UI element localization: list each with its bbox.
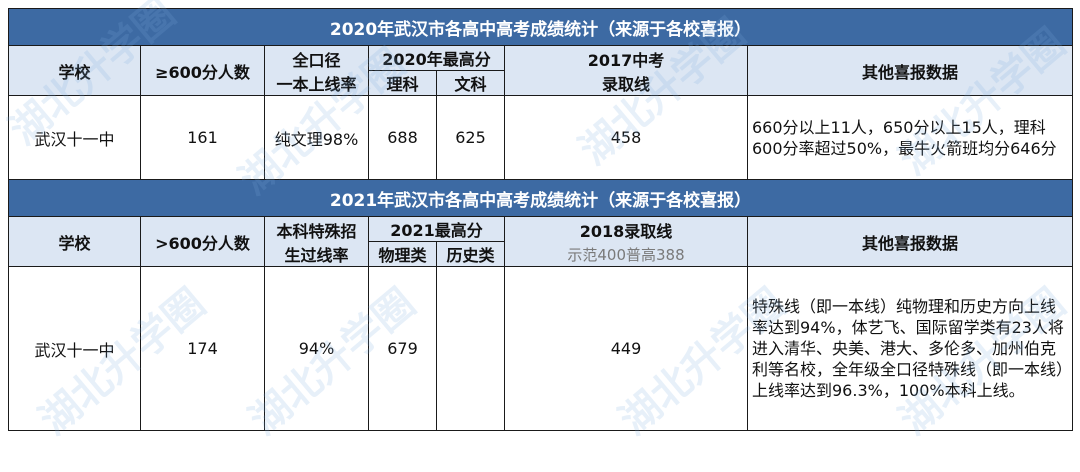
table-title-2021: 2021年武汉市各高中高考成绩统计（来源于各校喜报） <box>7 179 1074 217</box>
header-rate-line2: 一本上线率 <box>276 74 357 94</box>
cell-rate: 94% <box>264 266 369 431</box>
header-cutoff-line2: 录取线 <box>601 74 650 94</box>
header-rate-line1: 全口径 <box>292 50 341 70</box>
cell-over600: 161 <box>140 95 265 180</box>
table-title-2020: 2020年武汉市各高中高考成绩统计（来源于各校喜报） <box>7 8 1074 46</box>
cell-school: 武汉十一中 <box>8 266 141 431</box>
header-over600: ≥600分人数 <box>140 45 265 96</box>
header-cutoff-line1: 2017中考 <box>587 50 665 70</box>
title-row-2020: 2020年武汉市各高中高考成绩统计（来源于各校喜报） <box>7 8 1074 46</box>
table-row: 武汉十一中 161 纯文理98% 688 625 458 660分以上11人，6… <box>8 95 1074 180</box>
header-science: 理科 <box>368 70 437 96</box>
header-physics: 物理类 <box>368 241 437 267</box>
cell-arts: 625 <box>436 95 505 180</box>
header-other: 其他喜报数据 <box>746 45 1074 96</box>
cell-school: 武汉十一中 <box>8 95 141 180</box>
header-school: 学校 <box>8 45 141 96</box>
header-cutoff-label: 2018录取线 <box>579 222 673 241</box>
cell-cutoff: 458 <box>504 95 748 180</box>
header-cutoff: 2018录取线 示范400普高388 <box>504 216 748 267</box>
score-table: 2020年武汉市各高中高考成绩统计（来源于各校喜报） 学校 ≥600分人数 全口… <box>7 8 1074 431</box>
subheader-row-2020: 理科 文科 <box>9 70 1073 96</box>
header-rate-line2: 生过线率 <box>284 245 349 265</box>
cell-rate: 纯文理98% <box>264 95 369 180</box>
header-arts: 文科 <box>436 70 505 96</box>
cell-history <box>436 266 505 431</box>
cell-science: 688 <box>368 95 437 180</box>
cell-note: 特殊线（即一本线）纯物理和历史方向上线率达到94%，体艺飞、国际留学类有23人将… <box>746 266 1074 431</box>
cell-physics: 679 <box>368 266 437 431</box>
header-cutoff-note: 示范400普高388 <box>567 246 685 264</box>
header-rate: 全口径 一本上线率 <box>264 45 369 96</box>
title-row-2021: 2021年武汉市各高中高考成绩统计（来源于各校喜报） <box>7 179 1074 217</box>
cell-cutoff: 449 <box>504 266 748 431</box>
header-max-score: 2021最高分 <box>368 216 505 242</box>
header-history: 历史类 <box>436 241 505 267</box>
header-row-2020: 学校 ≥600分人数 全口径 一本上线率 2020年最高分 2017中考 录取线… <box>8 45 1074 96</box>
header-row-2021: 学校 >600分人数 本科特殊招 生过线率 2021最高分 2018录取线 示范… <box>8 216 1074 267</box>
header-max-score: 2020年最高分 <box>368 45 505 71</box>
header-rate: 本科特殊招 生过线率 <box>264 216 369 267</box>
cell-note: 660分以上11人，650分以上15人，理科600分率超过50%，最牛火箭班均分… <box>746 95 1074 180</box>
header-school: 学校 <box>8 216 141 267</box>
header-rate-line1: 本科特殊招 <box>276 221 357 241</box>
table-row: 武汉十一中 174 94% 679 449 特殊线（即一本线）纯物理和历史方向上… <box>8 266 1074 431</box>
header-over600: >600分人数 <box>140 216 265 267</box>
header-other: 其他喜报数据 <box>746 216 1074 267</box>
header-cutoff: 2017中考 录取线 <box>504 45 748 96</box>
cell-over600: 174 <box>140 266 265 431</box>
